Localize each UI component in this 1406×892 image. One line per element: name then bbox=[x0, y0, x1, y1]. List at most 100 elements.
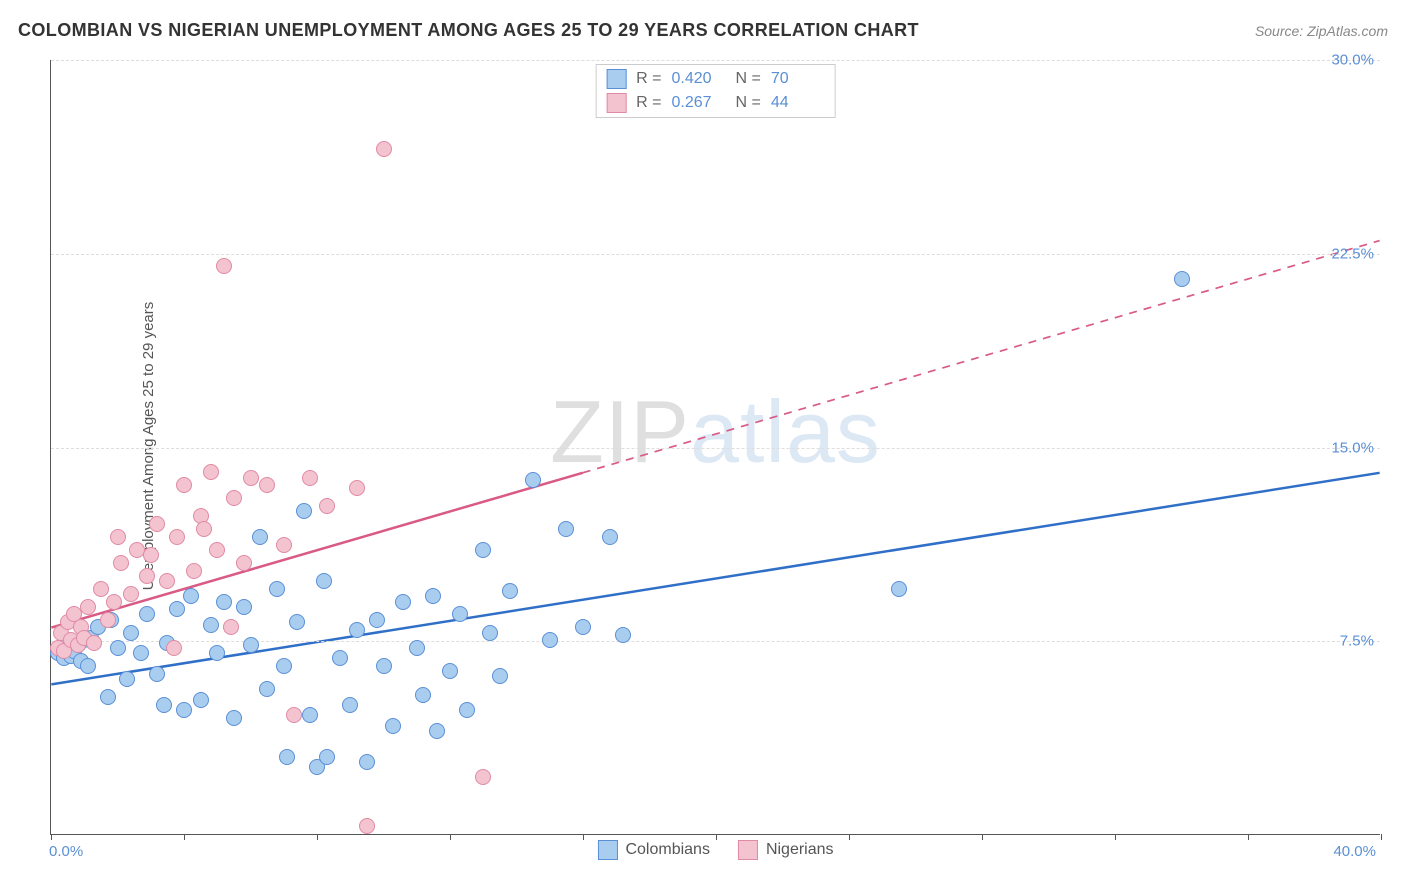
data-point bbox=[376, 658, 392, 674]
y-tick-label: 7.5% bbox=[1340, 633, 1374, 650]
series-swatch bbox=[606, 69, 626, 89]
data-point bbox=[525, 472, 541, 488]
data-point bbox=[86, 635, 102, 651]
data-point bbox=[209, 645, 225, 661]
data-point bbox=[176, 702, 192, 718]
data-point bbox=[143, 547, 159, 563]
data-point bbox=[269, 581, 285, 597]
data-point bbox=[209, 542, 225, 558]
data-point bbox=[1174, 271, 1190, 287]
data-point bbox=[93, 581, 109, 597]
data-point bbox=[259, 681, 275, 697]
legend-label: Nigerians bbox=[766, 841, 834, 859]
data-point bbox=[316, 573, 332, 589]
stat-value-r: 0.267 bbox=[672, 94, 726, 112]
data-point bbox=[359, 818, 375, 834]
x-tick bbox=[450, 834, 451, 840]
data-point bbox=[296, 503, 312, 519]
data-point bbox=[359, 754, 375, 770]
stat-value-n: 44 bbox=[771, 94, 825, 112]
legend-swatch bbox=[597, 840, 617, 860]
gridline bbox=[51, 60, 1380, 61]
stat-value-r: 0.420 bbox=[672, 70, 726, 88]
data-point bbox=[475, 542, 491, 558]
chart-title: COLOMBIAN VS NIGERIAN UNEMPLOYMENT AMONG… bbox=[18, 20, 919, 41]
data-point bbox=[193, 692, 209, 708]
x-tick bbox=[849, 834, 850, 840]
data-point bbox=[558, 521, 574, 537]
watermark: ZIPatlas bbox=[550, 381, 881, 483]
data-point bbox=[236, 555, 252, 571]
y-tick-label: 15.0% bbox=[1331, 439, 1374, 456]
data-point bbox=[196, 521, 212, 537]
legend-item: Nigerians bbox=[738, 840, 834, 860]
data-point bbox=[226, 710, 242, 726]
data-point bbox=[149, 666, 165, 682]
legend-swatch bbox=[738, 840, 758, 860]
data-point bbox=[186, 563, 202, 579]
data-point bbox=[286, 707, 302, 723]
x-tick bbox=[1381, 834, 1382, 840]
scatter-plot-area: ZIPatlas R =0.420N =70R =0.267N =44 Colo… bbox=[50, 60, 1380, 835]
data-point bbox=[332, 650, 348, 666]
data-point bbox=[349, 622, 365, 638]
data-point bbox=[252, 529, 268, 545]
y-tick-label: 22.5% bbox=[1331, 245, 1374, 262]
data-point bbox=[259, 477, 275, 493]
data-point bbox=[243, 470, 259, 486]
data-point bbox=[276, 658, 292, 674]
data-point bbox=[475, 769, 491, 785]
data-point bbox=[342, 697, 358, 713]
x-tick bbox=[583, 834, 584, 840]
y-tick-label: 30.0% bbox=[1331, 52, 1374, 69]
data-point bbox=[166, 640, 182, 656]
data-point bbox=[349, 480, 365, 496]
data-point bbox=[203, 464, 219, 480]
stat-label-n: N = bbox=[736, 94, 761, 112]
x-tick-label: 40.0% bbox=[1333, 843, 1376, 860]
data-point bbox=[110, 640, 126, 656]
stat-label-n: N = bbox=[736, 70, 761, 88]
data-point bbox=[80, 658, 96, 674]
x-tick bbox=[317, 834, 318, 840]
stat-label-r: R = bbox=[636, 70, 661, 88]
correlation-stats-box: R =0.420N =70R =0.267N =44 bbox=[595, 64, 836, 118]
data-point bbox=[149, 516, 165, 532]
data-point bbox=[409, 640, 425, 656]
source-attribution: Source: ZipAtlas.com bbox=[1255, 23, 1388, 39]
x-tick-label: 0.0% bbox=[49, 843, 83, 860]
stat-label-r: R = bbox=[636, 94, 661, 112]
data-point bbox=[276, 537, 292, 553]
data-point bbox=[452, 606, 468, 622]
data-point bbox=[169, 601, 185, 617]
data-point bbox=[502, 583, 518, 599]
data-point bbox=[139, 568, 155, 584]
data-point bbox=[575, 619, 591, 635]
x-tick bbox=[1248, 834, 1249, 840]
x-tick bbox=[51, 834, 52, 840]
data-point bbox=[139, 606, 155, 622]
legend-label: Colombians bbox=[625, 841, 709, 859]
data-point bbox=[176, 477, 192, 493]
x-tick bbox=[184, 834, 185, 840]
data-point bbox=[319, 749, 335, 765]
gridline bbox=[51, 448, 1380, 449]
data-point bbox=[615, 627, 631, 643]
data-point bbox=[110, 529, 126, 545]
x-tick bbox=[982, 834, 983, 840]
data-point bbox=[119, 671, 135, 687]
data-point bbox=[302, 707, 318, 723]
data-point bbox=[100, 612, 116, 628]
legend-item: Colombians bbox=[597, 840, 709, 860]
data-point bbox=[169, 529, 185, 545]
data-point bbox=[891, 581, 907, 597]
data-point bbox=[429, 723, 445, 739]
data-point bbox=[302, 470, 318, 486]
data-point bbox=[223, 619, 239, 635]
data-point bbox=[376, 141, 392, 157]
series-swatch bbox=[606, 93, 626, 113]
data-point bbox=[602, 529, 618, 545]
data-point bbox=[369, 612, 385, 628]
data-point bbox=[385, 718, 401, 734]
data-point bbox=[542, 632, 558, 648]
